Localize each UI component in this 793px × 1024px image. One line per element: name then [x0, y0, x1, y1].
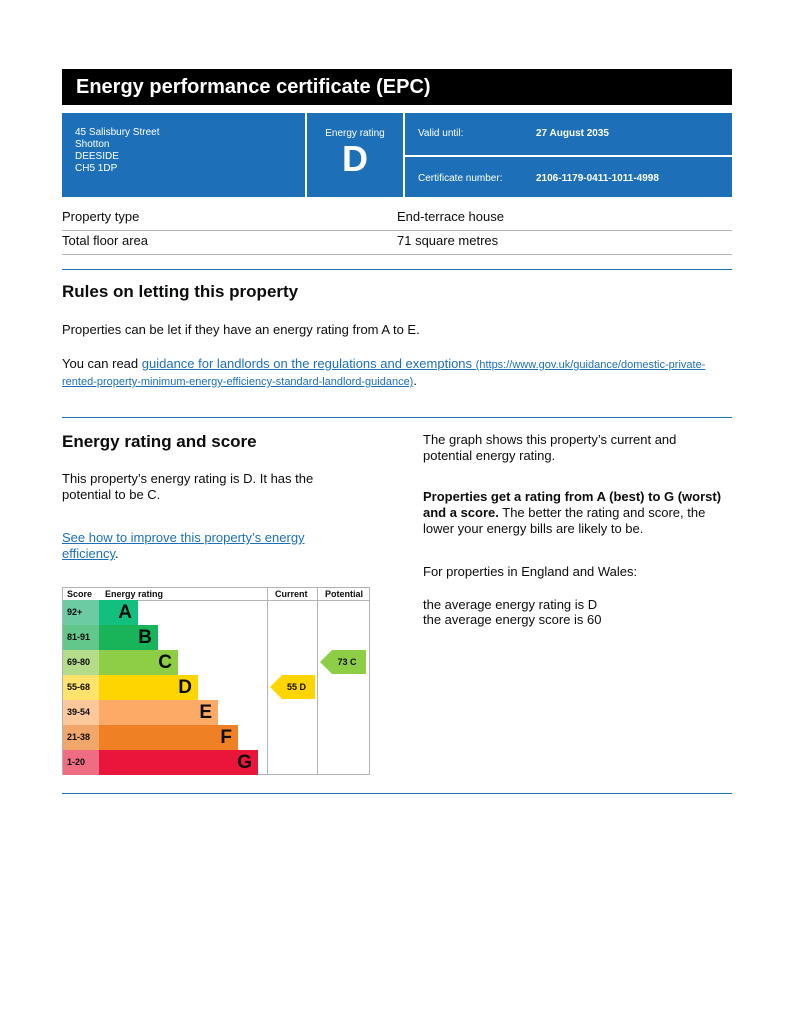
- header-current: Current: [275, 589, 308, 599]
- page-title: Energy performance certificate (EPC): [62, 69, 732, 105]
- address-line: 45 Salisbury Street: [75, 127, 160, 138]
- band-score-B: 81-91: [63, 625, 99, 650]
- certificate-number-value: 2106-1179-0411-1011-4998: [536, 173, 659, 184]
- address-line: CH5 1DP: [75, 163, 118, 174]
- divider: [62, 793, 732, 794]
- energy-rating-box: Energy rating D: [307, 113, 403, 197]
- link-url[interactable]: (https://www.gov.uk/guidance/domestic-pr…: [62, 359, 706, 388]
- header-energy-rating: Energy rating: [105, 589, 164, 599]
- certificate-number-label: Certificate number:: [418, 173, 503, 184]
- score-heading: Energy rating and score: [62, 432, 257, 451]
- band-score-D: 55-68: [63, 675, 99, 700]
- graph-explanation: The graph shows this property’s current …: [423, 432, 677, 463]
- text: You can read: [62, 356, 142, 371]
- divider: [62, 269, 732, 270]
- address-line: Shotton: [75, 139, 110, 150]
- score-text: This property’s energy rating is D. It h…: [62, 471, 314, 502]
- band-bar-D: D: [99, 675, 198, 700]
- energy-rating-value: D: [342, 138, 368, 179]
- row-label: Total floor area: [62, 233, 148, 248]
- band-bar-F: F: [99, 725, 238, 750]
- rules-guidance-text: You can read guidance for landlords on t…: [62, 356, 712, 390]
- text: .: [115, 546, 119, 561]
- rules-heading: Rules on letting this property: [62, 282, 299, 301]
- rating-explanation: Properties get a rating from A (best) to…: [423, 489, 733, 537]
- valid-until-value: 27 August 2035: [536, 128, 609, 139]
- row-label: Property type: [62, 209, 140, 224]
- average-rating-text: the average energy rating is D: [423, 597, 598, 612]
- link-text[interactable]: guidance for landlords on the regulation…: [141, 356, 473, 371]
- row-value: End-terrace house: [397, 209, 504, 224]
- row-value: 71 square metres: [397, 233, 499, 248]
- energy-rating-label: Energy rating: [325, 128, 385, 139]
- text: The better the rating and score, the low…: [423, 505, 706, 536]
- current-rating-arrow: 55 D: [270, 675, 315, 699]
- band-bar-G: G: [99, 750, 258, 775]
- certificate-number-box: Certificate number: 2106-1179-0411-1011-…: [405, 157, 732, 197]
- header-divider: [63, 600, 369, 601]
- energy-rating-chart: Score Energy rating Current Potential 92…: [62, 587, 370, 775]
- england-wales-text: For properties in England and Wales:: [423, 564, 638, 579]
- average-score-text: the average energy score is 60: [423, 612, 602, 627]
- guidance-link[interactable]: guidance for landlords on the regulation…: [62, 356, 705, 388]
- band-score-F: 21-38: [63, 725, 99, 750]
- rules-text: Properties can be let if they have an en…: [62, 322, 420, 337]
- valid-until-label: Valid until:: [418, 128, 464, 139]
- text: .: [413, 373, 417, 388]
- band-score-A: 92+: [63, 600, 99, 625]
- column-divider: [317, 588, 318, 774]
- floor-area-row: Total floor area 71 square metres: [62, 230, 732, 255]
- band-bar-A: A: [99, 600, 138, 625]
- band-bar-C: C: [99, 650, 178, 675]
- property-type-row: Property type End-terrace house: [62, 206, 732, 231]
- divider: [62, 417, 732, 418]
- potential-rating-arrow: 73 C: [320, 650, 366, 674]
- column-divider: [267, 588, 268, 774]
- header-score: Score: [67, 589, 93, 599]
- address-line: DEESIDE: [75, 151, 119, 162]
- bold-text: Properties get a rating from A (best) to…: [423, 489, 722, 520]
- address-block: 45 Salisbury Street Shotton DEESIDE CH5 …: [62, 113, 305, 197]
- header-potential: Potential: [325, 589, 364, 599]
- improve-text: See how to improve this property’s energ…: [62, 530, 332, 562]
- band-score-G: 1-20: [63, 750, 99, 775]
- valid-until-box: Valid until: 27 August 2035: [405, 113, 732, 155]
- band-score-E: 39-54: [63, 700, 99, 725]
- band-bar-B: B: [99, 625, 158, 650]
- band-bar-E: E: [99, 700, 218, 725]
- improve-link[interactable]: See how to improve this property’s energ…: [62, 530, 305, 561]
- band-score-C: 69-80: [63, 650, 99, 675]
